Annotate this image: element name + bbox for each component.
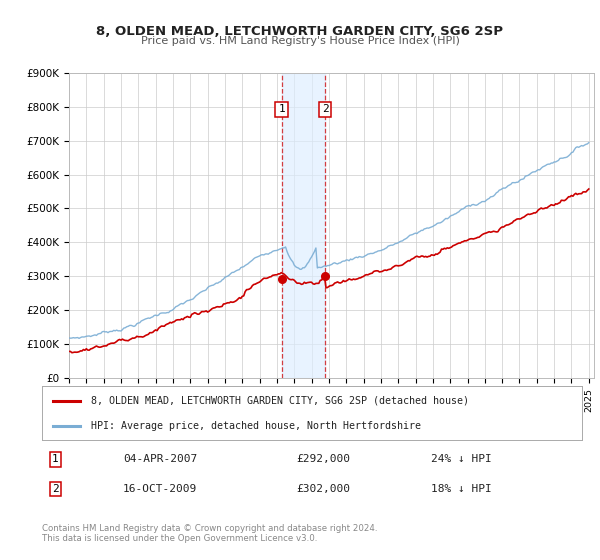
Bar xyxy=(281,73,325,378)
Text: 18% ↓ HPI: 18% ↓ HPI xyxy=(431,484,491,494)
Text: £302,000: £302,000 xyxy=(296,484,350,494)
Text: £292,000: £292,000 xyxy=(296,454,350,464)
Text: 24% ↓ HPI: 24% ↓ HPI xyxy=(431,454,491,464)
Text: 8, OLDEN MEAD, LETCHWORTH GARDEN CITY, SG6 2SP: 8, OLDEN MEAD, LETCHWORTH GARDEN CITY, S… xyxy=(97,25,503,38)
Text: Price paid vs. HM Land Registry's House Price Index (HPI): Price paid vs. HM Land Registry's House … xyxy=(140,36,460,46)
Text: HPI: Average price, detached house, North Hertfordshire: HPI: Average price, detached house, Nort… xyxy=(91,421,421,431)
Text: 1: 1 xyxy=(278,104,285,114)
Text: 04-APR-2007: 04-APR-2007 xyxy=(123,454,197,464)
Text: Contains HM Land Registry data © Crown copyright and database right 2024.
This d: Contains HM Land Registry data © Crown c… xyxy=(42,524,377,543)
Text: 1: 1 xyxy=(52,454,59,464)
Text: 8, OLDEN MEAD, LETCHWORTH GARDEN CITY, SG6 2SP (detached house): 8, OLDEN MEAD, LETCHWORTH GARDEN CITY, S… xyxy=(91,396,469,406)
Text: 2: 2 xyxy=(52,484,59,494)
Text: 2: 2 xyxy=(322,104,329,114)
Text: 16-OCT-2009: 16-OCT-2009 xyxy=(123,484,197,494)
